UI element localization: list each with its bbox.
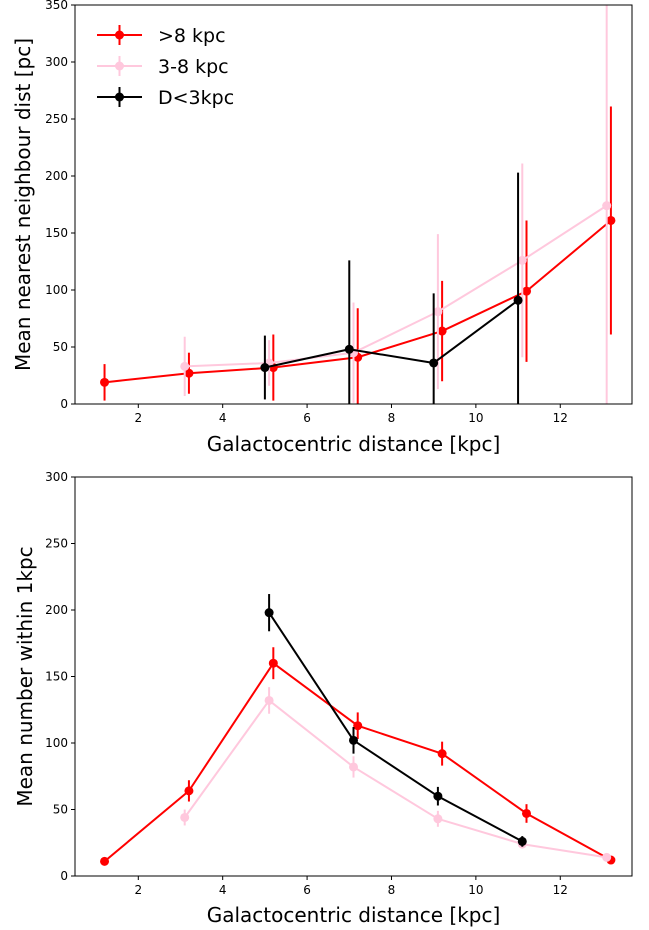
data-point: [437, 749, 447, 759]
data-point: [602, 852, 612, 862]
plot-area: [100, 5, 616, 404]
data-point: [353, 721, 363, 731]
data-point: [180, 361, 190, 371]
data-point: [184, 368, 194, 378]
data-point: [433, 307, 443, 317]
series-1: [180, 687, 612, 862]
data-point: [349, 762, 358, 772]
y-tick-label: 250: [45, 112, 68, 126]
x-tick-label: 10: [468, 883, 483, 897]
legend-marker: [115, 92, 124, 102]
legend-entry: 3-8 kpc: [97, 56, 229, 78]
y-tick-label: 50: [53, 803, 68, 817]
data-point: [433, 791, 443, 801]
y-tick-label: 350: [45, 0, 68, 12]
data-point: [513, 295, 523, 305]
legend-entry: D<3kpc: [97, 87, 234, 109]
x-tick-label: 8: [388, 411, 396, 425]
x-tick-label: 4: [219, 883, 227, 897]
legend-label: >8 kpc: [158, 25, 226, 47]
legend-marker: [115, 61, 124, 71]
x-tick-label: 4: [219, 411, 227, 425]
data-point: [264, 608, 274, 618]
y-tick-label: 150: [45, 670, 68, 684]
data-point: [429, 358, 439, 368]
data-point: [522, 286, 532, 296]
y-axis-label: Mean nearest neighbour dist [pc]: [11, 38, 35, 371]
x-axis-label: Galactocentric distance [kpc]: [207, 903, 501, 927]
legend: >8 kpc 3-8 kpc D<3kpc: [97, 25, 234, 109]
legend-entry: >8 kpc: [97, 25, 226, 47]
x-axis-label: Galactocentric distance [kpc]: [207, 432, 501, 456]
series-2: [260, 172, 523, 404]
y-tick-label: 0: [60, 869, 68, 883]
x-tick-label: 10: [468, 411, 483, 425]
number-within-panel: 2 4 6 8 10 12 0 50 100 150 200 250 300 Galactocentric…: [13, 470, 633, 927]
series-0: [100, 647, 616, 866]
legend-label: D<3kpc: [158, 87, 234, 109]
x-tick-label: 8: [388, 883, 396, 897]
series-line: [183, 699, 607, 859]
x-tick-label: 6: [303, 883, 311, 897]
data-point: [606, 215, 616, 225]
series-line: [184, 204, 608, 368]
series-0: [100, 106, 616, 404]
data-point: [602, 201, 612, 211]
y-axis-label: Mean number within 1kpc: [13, 546, 37, 806]
y-tick-label: 150: [45, 226, 68, 240]
series-2: [264, 594, 527, 847]
data-point: [522, 808, 532, 818]
y-tick-label: 0: [60, 397, 68, 411]
series-line: [264, 299, 519, 369]
x-tick-label: 6: [303, 411, 311, 425]
data-point: [100, 377, 110, 387]
x-tick-label: 2: [134, 883, 142, 897]
series-line: [268, 612, 523, 843]
y-tick-label: 250: [45, 537, 68, 551]
data-point: [268, 658, 278, 668]
y-tick-label: 200: [45, 603, 68, 617]
y-tick-label: 300: [45, 470, 68, 484]
data-point: [264, 695, 274, 705]
plot-area: [100, 594, 616, 866]
data-point: [517, 255, 527, 265]
legend-marker: [115, 30, 124, 40]
x-tick-label: 2: [134, 411, 142, 425]
series-line: [103, 662, 612, 863]
y-tick-label: 100: [45, 283, 68, 297]
data-point: [344, 344, 354, 354]
y-tick-label: 100: [45, 736, 68, 750]
data-point: [260, 363, 270, 373]
y-tick-label: 50: [53, 340, 68, 354]
data-point: [433, 814, 443, 824]
data-point: [100, 856, 110, 866]
y-tick-label: 200: [45, 169, 68, 183]
legend-label: 3-8 kpc: [158, 56, 229, 78]
data-point: [180, 812, 190, 822]
x-tick-label: 12: [553, 883, 568, 897]
data-point: [184, 786, 194, 796]
axes-frame: [74, 4, 633, 405]
data-point: [517, 836, 527, 846]
data-point: [437, 326, 447, 336]
nearest-neighbour-panel: 2 4 6 8 10 12 0 50 100 150 200 250 300 350 Galactocent…: [11, 0, 633, 456]
y-tick-label: 300: [45, 55, 68, 69]
x-tick-label: 12: [553, 411, 568, 425]
data-point: [349, 735, 358, 745]
